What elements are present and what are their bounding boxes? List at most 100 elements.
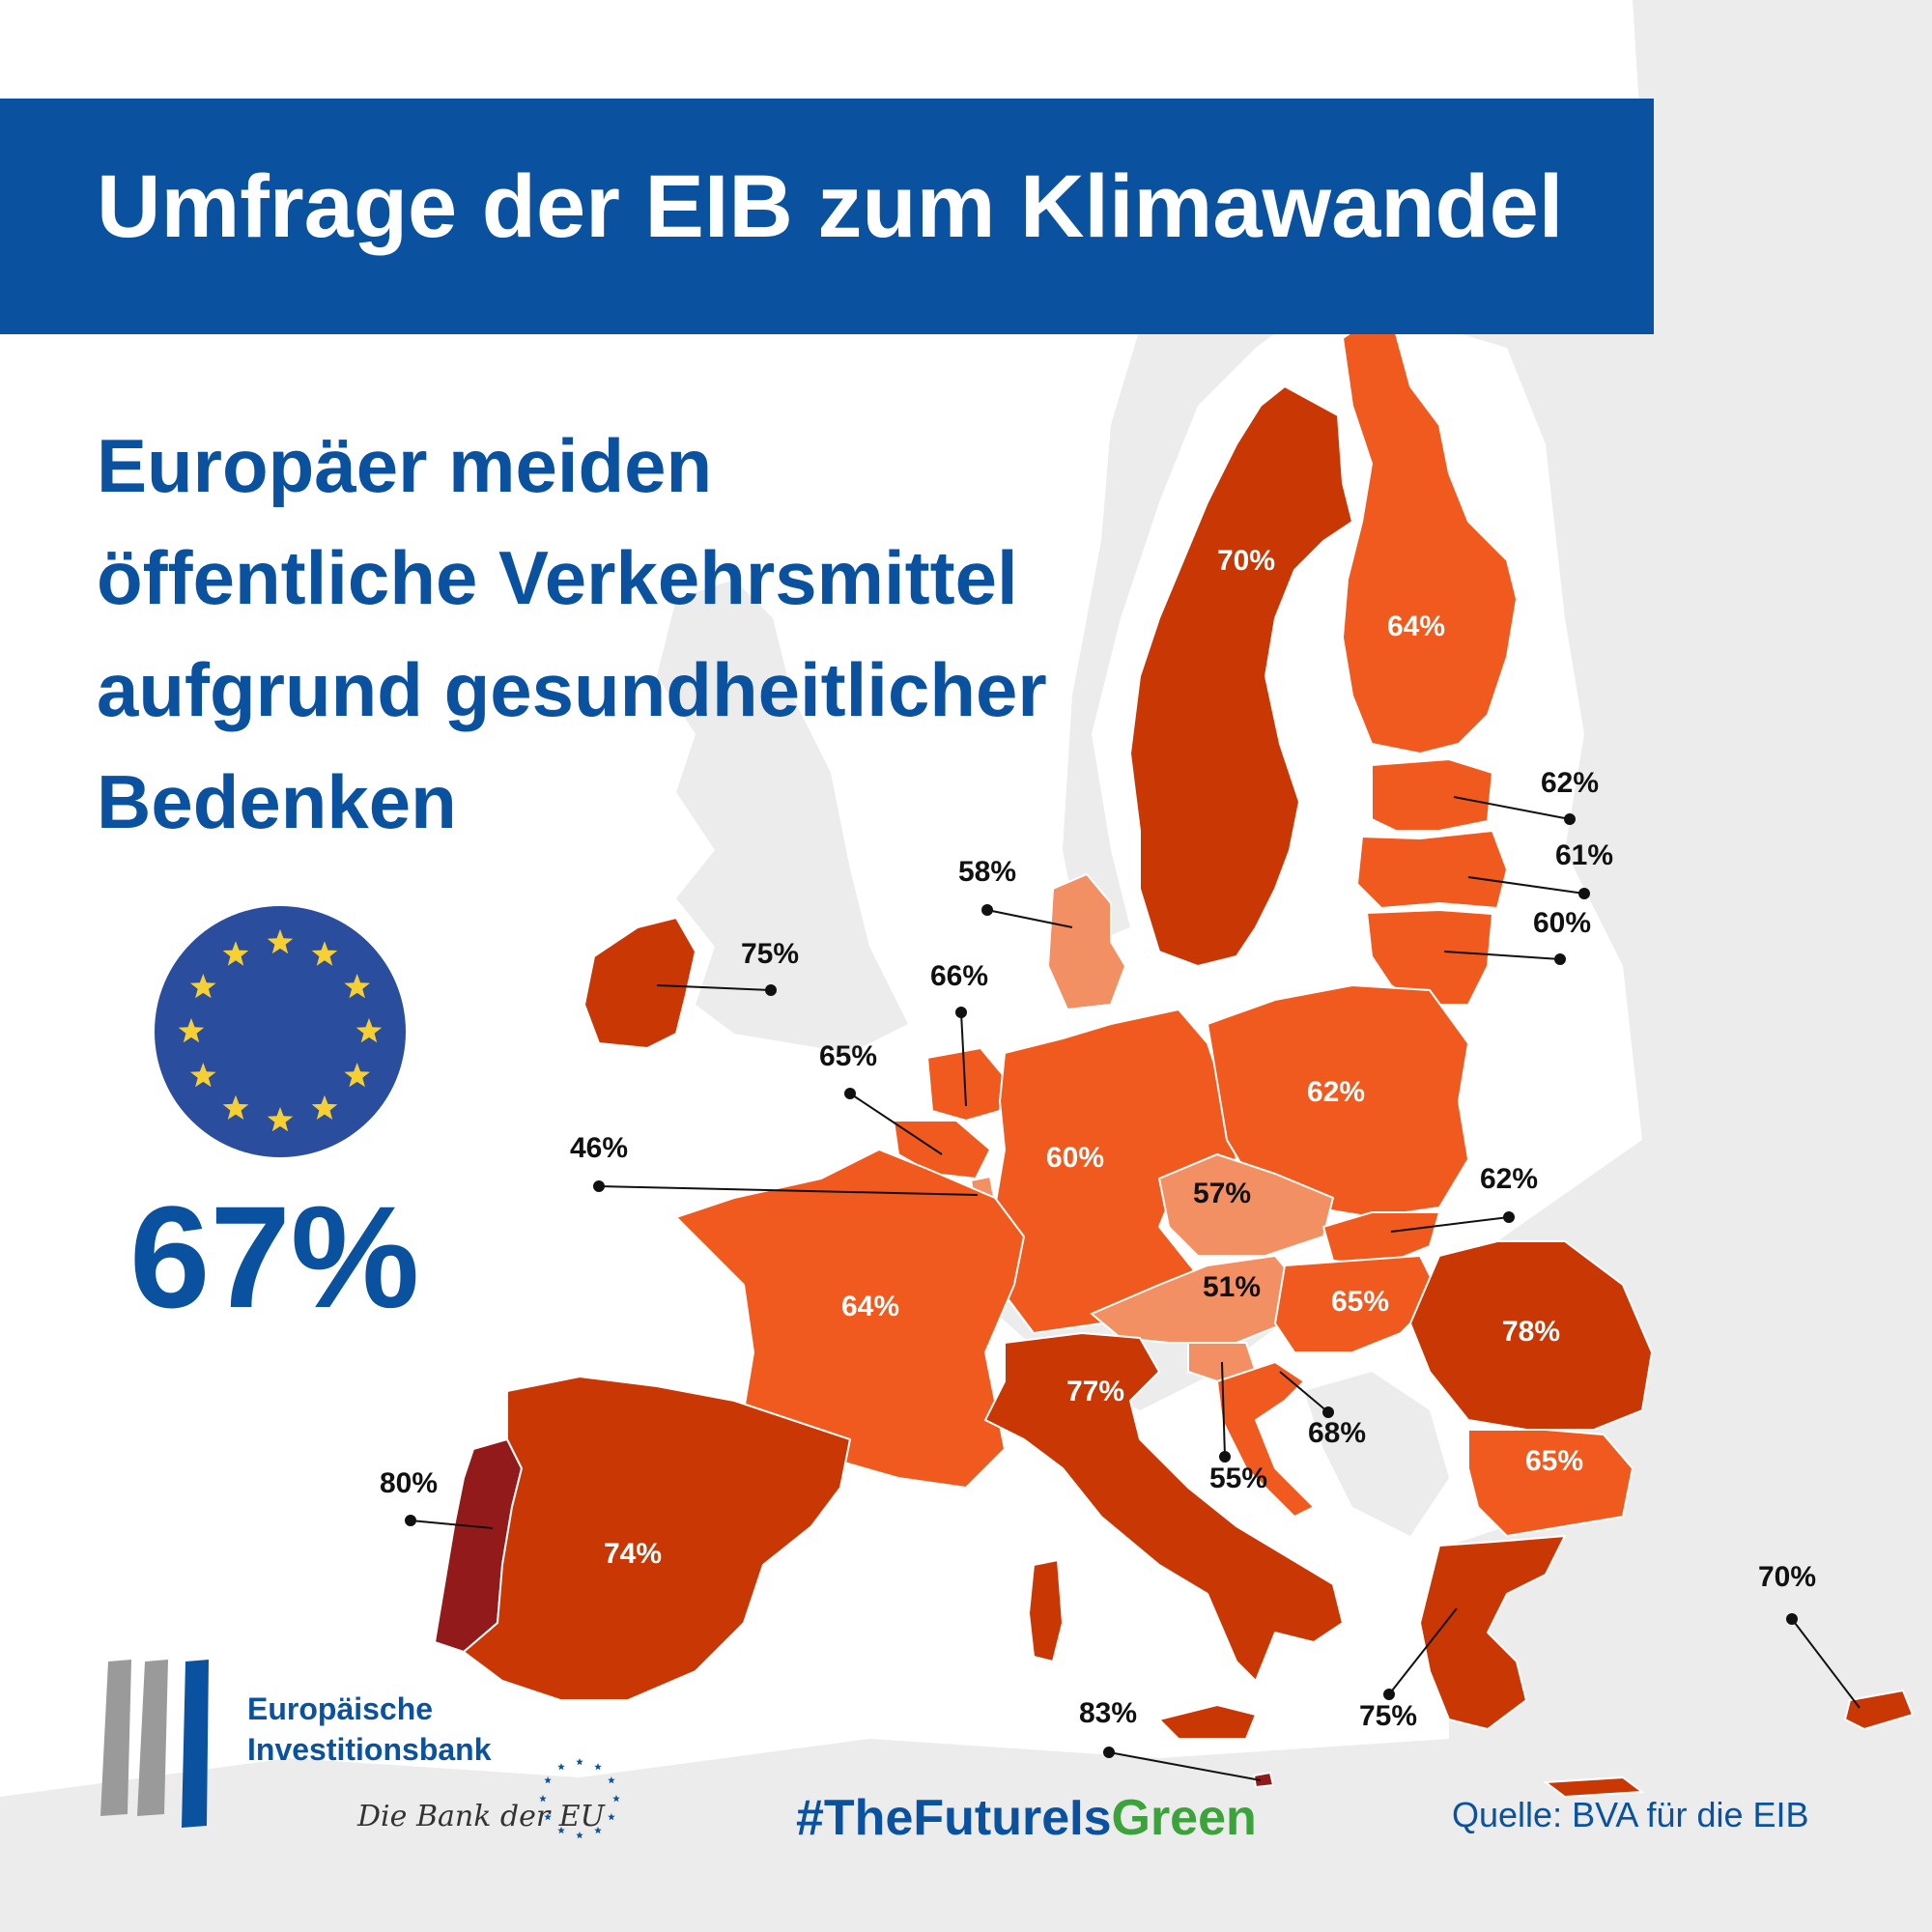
tagline-star-icon [539,1795,547,1803]
country-frankreich [674,1148,1026,1490]
eu-average-value: 67% [129,1176,420,1338]
eu-flag-star-icon [222,1094,249,1120]
map-label-10: 60% [1046,1142,1104,1174]
source-note: Quelle: BVA für die EIB [1452,1795,1809,1834]
country-zypern [1843,1689,1915,1731]
country-schweden [1128,384,1354,968]
tagline-star-icon [612,1795,620,1803]
map-label-12: 57% [1193,1178,1251,1209]
map-label-11: 62% [1307,1076,1365,1108]
country-malta [1252,1771,1275,1789]
map-label-18: 77% [1066,1376,1124,1407]
hashtag-part-1: #TheFutureIs [796,1790,1112,1846]
country-estland [1371,757,1494,832]
country-kreta [1543,1776,1645,1799]
map-label-24: 75% [1359,1700,1417,1732]
country-tschechien [1157,1152,1335,1257]
header-bar [0,99,1654,334]
country-litauen [1365,908,1494,1006]
country-ungarn [1273,1254,1441,1353]
leader-lines [405,796,1861,1781]
tagline-star-icon [608,1813,615,1821]
country-italien [983,1331,1345,1683]
tagline-star-icon [608,1776,615,1784]
country-rumaenien [1408,1240,1654,1431]
eib-name-line-2: Investitionsbank [247,1732,492,1767]
eu-countries [433,317,1915,1799]
headline: Europäer meiden öffentliche Verkehrsmitt… [97,410,1179,858]
eib-logo-bar-3 [182,1660,209,1828]
eu-flag-star-icon [344,974,370,999]
map-label-26: 83% [1079,1697,1137,1729]
country-polen [1206,983,1470,1219]
tagline-star-icon [544,1776,552,1784]
map-label-23: 74% [604,1538,662,1570]
eib-logo-mark [100,1660,620,1839]
map-label-14: 51% [1203,1271,1261,1303]
eu-flag-star-icon [311,1094,338,1120]
map-value-labels: 70% 64% 62% 61% 60% 58% 75% 66% 65% 46% 60% 62% 57% 6… [380,545,1816,1732]
tagline-star-icon [544,1813,552,1821]
eib-tagline-stars [539,1758,620,1839]
eib-logo-name: Europäische Investitionsbank [247,1689,492,1770]
country-slowakei [1321,1211,1441,1267]
country-kroatien [1215,1360,1316,1519]
map-label-15: 65% [1331,1286,1389,1318]
eib-name-line-1: Europäische [247,1691,434,1726]
country-sardinien [1027,1558,1065,1663]
country-sizilien [1157,1703,1258,1740]
country-daenemark [1046,872,1127,1011]
map-label-9: 46% [570,1132,628,1164]
headline-line-1: Europäer meiden [97,423,713,508]
eu-flag-star-icon [222,941,249,966]
page-title: Umfrage der EIB zum Klimawandel [97,157,1564,256]
headline-line-4: Bedenken [97,759,457,844]
hashtag-part-2: Green [1111,1790,1257,1846]
headline-line-3: aufgrund gesundheitlicher [97,647,1047,732]
eu-flag-star-icon [178,1018,205,1043]
eu-flag-emblem [155,906,406,1157]
country-lettland [1355,829,1509,910]
map-label-13: 62% [1480,1163,1538,1195]
tagline-star-icon [576,1758,583,1766]
country-spanien [462,1375,852,1701]
country-bulgarien [1467,1429,1634,1538]
eu-flag-star-icon [190,974,216,999]
map-label-2: 62% [1541,767,1599,799]
eib-tagline: Die Bank der EU [357,1800,605,1833]
country-irland [582,916,697,1050]
eu-flag-star-icon [267,1107,294,1132]
headline-line-2: öffentliche Verkehrsmittel [97,535,1018,620]
country-niederlande [925,1046,1007,1122]
map-label-21: 65% [1525,1445,1583,1477]
eu-flag-star-icon [190,1063,216,1088]
map-label-0: 70% [1217,545,1275,577]
hashtag: #TheFutureIsGreen [796,1789,1257,1847]
tagline-star-icon [557,1763,565,1771]
map-label-6: 75% [741,938,799,970]
eib-logo-bar-2 [137,1660,168,1816]
map-label-20: 68% [1308,1417,1366,1449]
map-label-16: 78% [1502,1316,1560,1348]
map-label-8: 65% [819,1040,877,1072]
country-finnland [1341,317,1519,755]
map-label-22: 80% [380,1467,438,1499]
tagline-star-icon [576,1832,583,1839]
map-label-25: 70% [1758,1561,1816,1593]
tagline-star-icon [594,1826,602,1834]
country-griechenland [1418,1534,1567,1731]
map-label-3: 61% [1555,839,1613,871]
eu-flag-circle [155,906,406,1157]
tagline-star-icon [557,1826,565,1834]
eu-flag-star-icon [311,941,338,966]
eu-flag-stars [178,929,383,1132]
eu-flag-star-icon [267,929,294,954]
tagline-star-icon [594,1763,602,1771]
map-label-17: 64% [841,1291,899,1322]
eu-flag-star-icon [355,1018,383,1043]
eu-flag-star-icon [344,1063,370,1088]
map-label-5: 58% [958,856,1016,888]
map-label-7: 66% [930,960,988,992]
map-label-4: 60% [1533,907,1591,939]
